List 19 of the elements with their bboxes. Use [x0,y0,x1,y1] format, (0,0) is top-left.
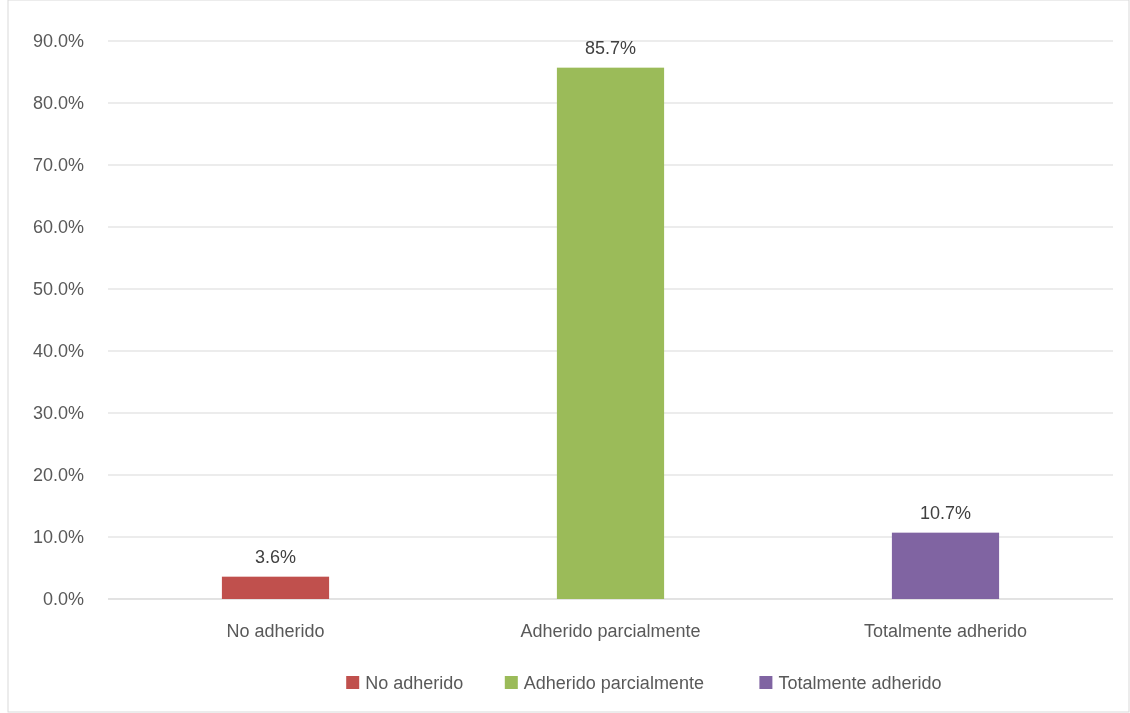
y-tick-label: 20.0% [32,465,84,486]
data-label: 3.6% [254,546,297,567]
y-tick-label: 60.0% [32,217,84,238]
y-tick-label: 30.0% [32,403,84,424]
y-tick-label: 80.0% [32,93,84,114]
x-tick-label: No adherido [226,621,325,641]
y-tick-label: 50.0% [32,279,84,300]
legend-label: No adherido [365,673,464,694]
legend-label: Totalmente adherido [778,673,942,694]
y-tick-label: 70.0% [32,155,84,176]
y-tick-label: 40.0% [32,341,84,362]
y-tick-label: 0.0% [42,589,84,610]
x-tick-label: Totalmente adherido [863,621,1028,641]
y-tick-label: 10.0% [32,527,84,548]
data-label: 10.7% [919,502,972,523]
legend-label: Adherido parcialmente [523,673,704,694]
data-label: 85.7% [584,37,637,58]
y-tick-label: 90.0% [32,31,84,52]
x-tick-label: Adherido parcialmente [520,621,701,641]
